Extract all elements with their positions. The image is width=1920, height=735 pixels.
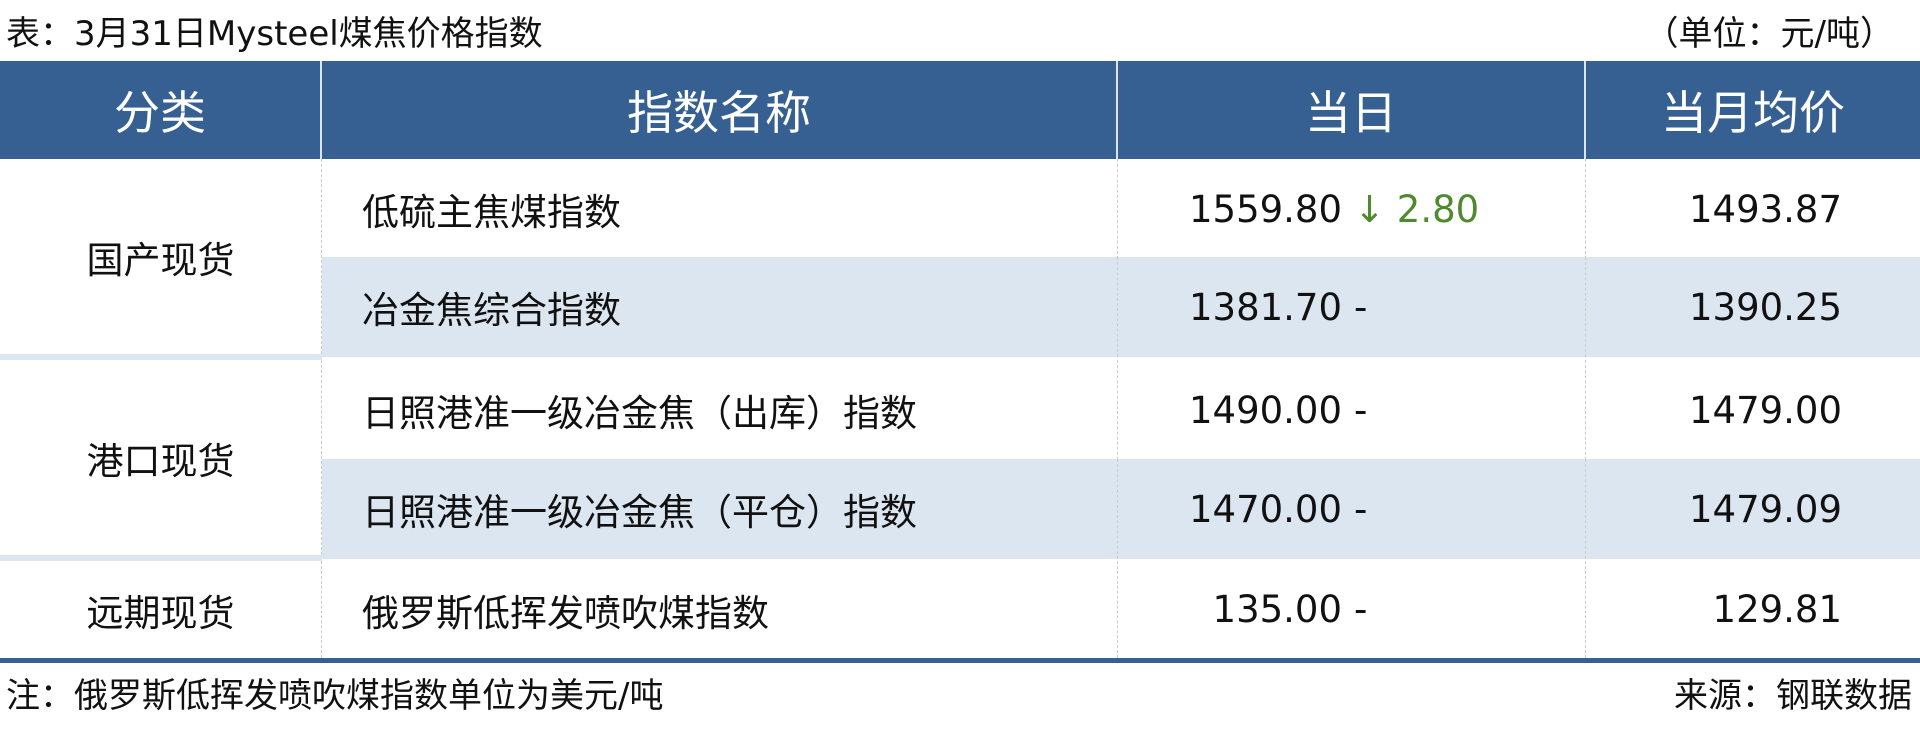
today-value: 1490.00	[1188, 388, 1342, 432]
table-row: 俄罗斯低挥发喷吹煤指数 135.00 - 129.81	[322, 561, 1920, 658]
change-amount: -	[1354, 487, 1368, 531]
month-avg-value: 1479.09	[1688, 487, 1842, 531]
index-name: 低硫主焦煤指数	[322, 159, 1118, 259]
today-cell: 135.00 -	[1118, 561, 1586, 658]
header-index-name: 指数名称	[322, 61, 1118, 159]
header-today: 当日	[1118, 61, 1586, 159]
down-arrow-icon: ↓	[1354, 187, 1386, 231]
today-value: 135.00	[1212, 588, 1342, 631]
footnote: 注：俄罗斯低挥发喷吹煤指数单位为美元/吨	[6, 676, 664, 716]
change-amount: -	[1354, 388, 1368, 432]
month-avg-value: 1479.00	[1688, 388, 1842, 432]
category-domestic-spot: 国产现货	[0, 159, 322, 354]
today-value: 1381.70	[1188, 285, 1342, 329]
header-category: 分类	[0, 61, 322, 159]
index-name: 俄罗斯低挥发喷吹煤指数	[322, 561, 1118, 658]
change-amount: 2.80	[1396, 187, 1480, 231]
change-amount: -	[1354, 588, 1368, 631]
month-avg-value: 1390.25	[1688, 285, 1842, 329]
month-avg-value: 129.81	[1712, 588, 1842, 631]
index-name: 日照港准一级冶金焦（出库）指数	[322, 360, 1118, 460]
category-separator	[0, 555, 322, 561]
month-avg-value: 1493.87	[1688, 187, 1842, 231]
change-amount: -	[1354, 285, 1368, 329]
today-value: 1470.00	[1188, 487, 1342, 531]
index-name: 日照港准一级冶金焦（平仓）指数	[322, 459, 1118, 559]
today-value: 1559.80	[1188, 187, 1342, 231]
change-value: ↓ 2.80	[1354, 188, 1479, 231]
table-row: 低硫主焦煤指数 1559.80 ↓ 2.80 1493.87	[322, 159, 1920, 259]
category-port-spot: 港口现货	[0, 360, 322, 555]
table-row: 日照港准一级冶金焦（平仓）指数 1470.00 - 1479.09	[322, 459, 1920, 559]
today-cell: 1559.80 ↓ 2.80	[1118, 159, 1586, 259]
table-header: 分类 指数名称 当日 当月均价	[0, 61, 1920, 159]
today-cell: 1470.00 -	[1118, 459, 1586, 559]
today-cell: 1381.70 -	[1118, 257, 1586, 357]
table-body: 国产现货 港口现货 远期现货 低硫主焦煤指数 1559.80 ↓ 2.80 14…	[0, 159, 1920, 658]
table-bottom-border	[0, 658, 1920, 663]
category-forward-spot: 远期现货	[0, 561, 322, 658]
table-row: 日照港准一级冶金焦（出库）指数 1490.00 - 1479.00	[322, 360, 1920, 460]
source-label: 来源：钢联数据	[1674, 676, 1912, 716]
category-separator	[0, 354, 322, 360]
table-title: 表：3月31日Mysteel煤焦价格指数	[6, 14, 543, 54]
table-row: 冶金焦综合指数 1381.70 - 1390.25	[322, 257, 1920, 357]
header-month-avg: 当月均价	[1661, 86, 1845, 140]
index-name: 冶金焦综合指数	[322, 257, 1118, 357]
today-cell: 1490.00 -	[1118, 360, 1586, 460]
unit-label: （单位：元/吨）	[1644, 14, 1894, 54]
